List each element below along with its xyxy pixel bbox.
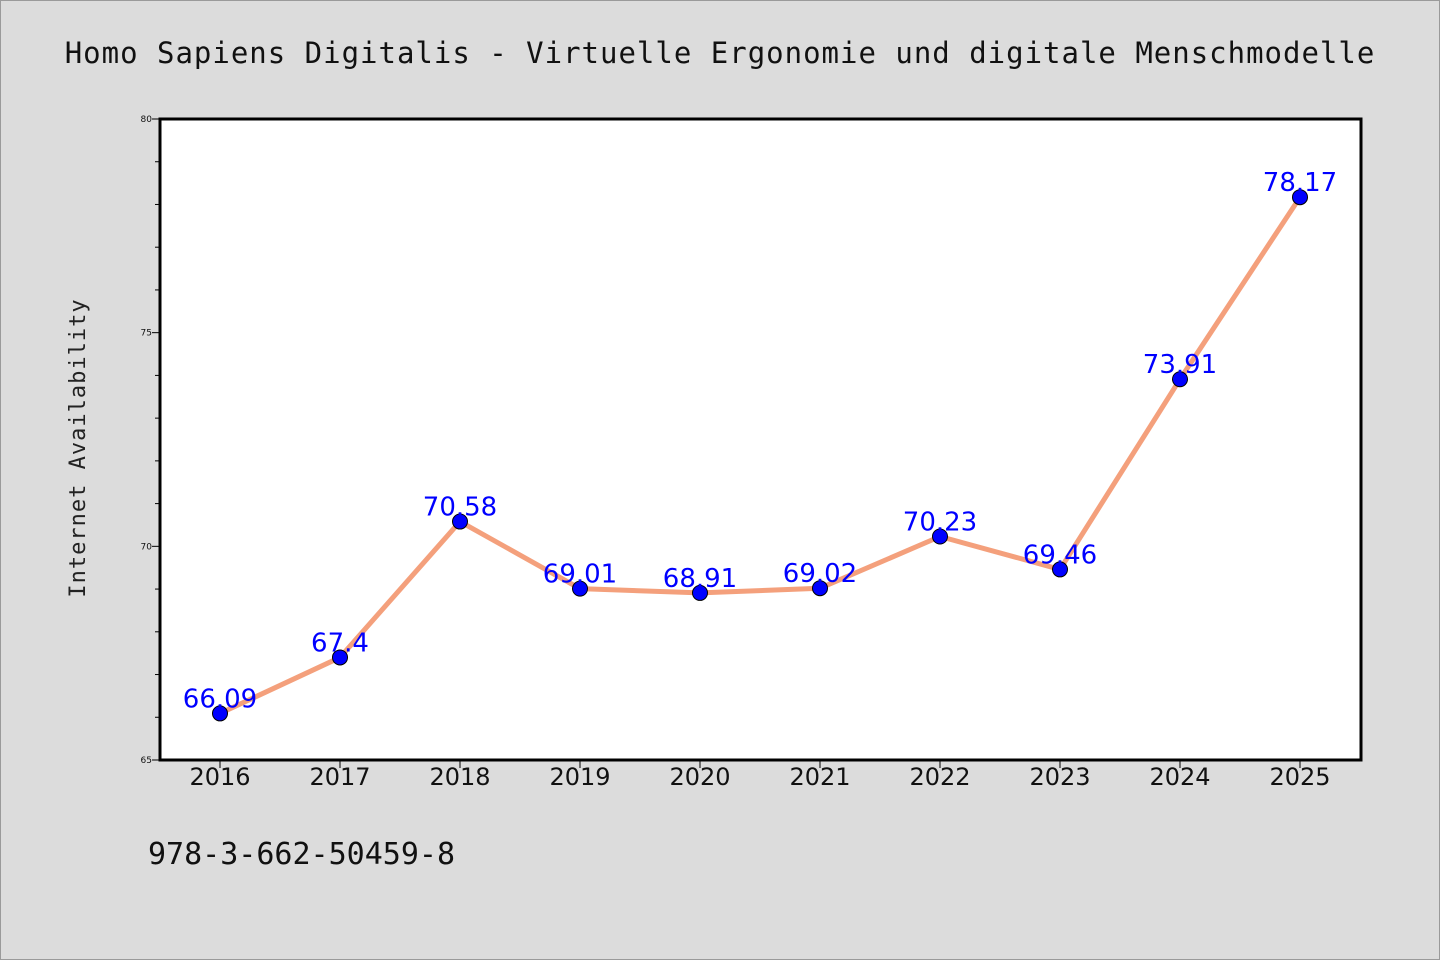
x-tick-label: 2023 (1029, 763, 1090, 791)
y-tick-label: 80 (141, 115, 153, 125)
series-line (217, 194, 1303, 716)
data-point-2017 (332, 649, 348, 666)
x-tick-label: 2024 (1149, 763, 1210, 791)
data-label-2017: 67.4 (311, 628, 369, 658)
data-markers (212, 189, 1308, 722)
x-tick-label: 2020 (669, 763, 730, 791)
data-label-2016: 66.09 (183, 684, 257, 714)
data-point-2025 (1292, 189, 1308, 206)
x-tick-label: 2018 (429, 763, 490, 791)
data-point-2016 (212, 705, 228, 722)
data-label-2021: 69.02 (783, 559, 857, 589)
y-axis-ticks: 65 70 75 80 (141, 115, 160, 766)
data-label-2022: 70.23 (903, 508, 977, 538)
chart-title: Homo Sapiens Digitalis - Virtuelle Ergon… (65, 36, 1376, 70)
x-tick-label: 2022 (909, 763, 970, 791)
data-point-2024 (1172, 371, 1188, 388)
isbn-footer: 978-3-662-50459-8 (148, 837, 455, 872)
data-point-2022 (932, 528, 948, 545)
data-label-2019: 69.01 (543, 560, 617, 590)
x-tick-label: 2025 (1269, 763, 1330, 791)
x-tick-label: 2017 (309, 763, 370, 791)
data-label-2018: 70.58 (423, 493, 497, 523)
x-tick-label: 2021 (789, 763, 850, 791)
x-axis-ticks: 2016 2017 2018 2019 2020 2021 2022 2023 2024 2025 (189, 760, 1331, 791)
y-tick-label: 65 (141, 756, 152, 766)
data-point-2018 (452, 513, 468, 530)
data-label-2020: 68.91 (663, 564, 737, 594)
series-line-group (217, 194, 1303, 716)
y-axis-label: Internet Availability (66, 298, 91, 597)
data-label-2025: 78.17 (1263, 168, 1337, 198)
y-tick-label: 70 (141, 542, 153, 552)
x-tick-label: 2016 (189, 763, 250, 791)
data-point-2020 (692, 584, 708, 601)
data-point-2023 (1052, 561, 1068, 578)
data-point-2019 (572, 580, 588, 597)
x-tick-label: 2019 (549, 763, 610, 791)
data-point-2021 (812, 580, 828, 597)
data-label-2024: 73.91 (1143, 350, 1217, 380)
plot-area (158, 117, 1363, 762)
y-tick-label: 75 (141, 329, 152, 339)
data-label-2023: 69.46 (1023, 540, 1097, 570)
data-labels: 66.09 67.4 70.58 69.01 68.91 69.02 70.23 69.46 7… (183, 168, 1337, 714)
